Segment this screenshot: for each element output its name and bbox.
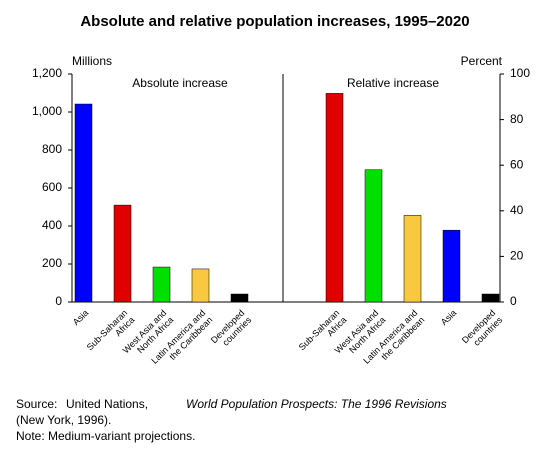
axis-label: Percent (461, 54, 503, 68)
panel-title: Absolute increase (132, 76, 228, 90)
source-rest: (New York, 1996). (16, 413, 111, 427)
x-tick-label: Asia (71, 308, 90, 327)
bar (481, 293, 500, 303)
bar (152, 266, 171, 303)
y-tick-label: 600 (42, 180, 62, 194)
y-tick-label: 20 (510, 249, 524, 263)
chart-title: Absolute and relative population increas… (80, 13, 469, 30)
note: Note: Medium-variant projections. (16, 429, 195, 443)
bar (230, 293, 249, 303)
x-tick-label: Asia (439, 308, 458, 327)
y-tick-label: 80 (510, 112, 524, 126)
y-tick-label: 1,000 (32, 104, 62, 118)
axis-label: Millions (72, 54, 112, 68)
x-tick-label: Developedcountries (209, 308, 254, 353)
y-tick-label: 0 (510, 294, 517, 308)
y-tick-label: 400 (42, 218, 62, 232)
source-label: Source: (16, 397, 57, 411)
source-work: World Population Prospects: The 1996 Rev… (186, 397, 447, 411)
x-tick-label: Developedcountries (460, 308, 505, 353)
y-tick-label: 40 (510, 203, 524, 217)
bar (191, 268, 210, 303)
y-tick-label: 1,200 (32, 66, 62, 80)
bar (442, 229, 461, 303)
y-tick-label: 100 (510, 66, 530, 80)
panel-title: Relative increase (347, 76, 439, 90)
bar (113, 204, 132, 303)
y-tick-label: 200 (42, 256, 62, 270)
source-org: United Nations, (66, 397, 148, 411)
y-tick-label: 800 (42, 142, 62, 156)
bar (74, 103, 93, 303)
y-tick-label: 60 (510, 157, 524, 171)
bar (364, 169, 383, 303)
bar (325, 93, 344, 303)
y-tick-label: 0 (55, 294, 62, 308)
bar (403, 215, 422, 303)
